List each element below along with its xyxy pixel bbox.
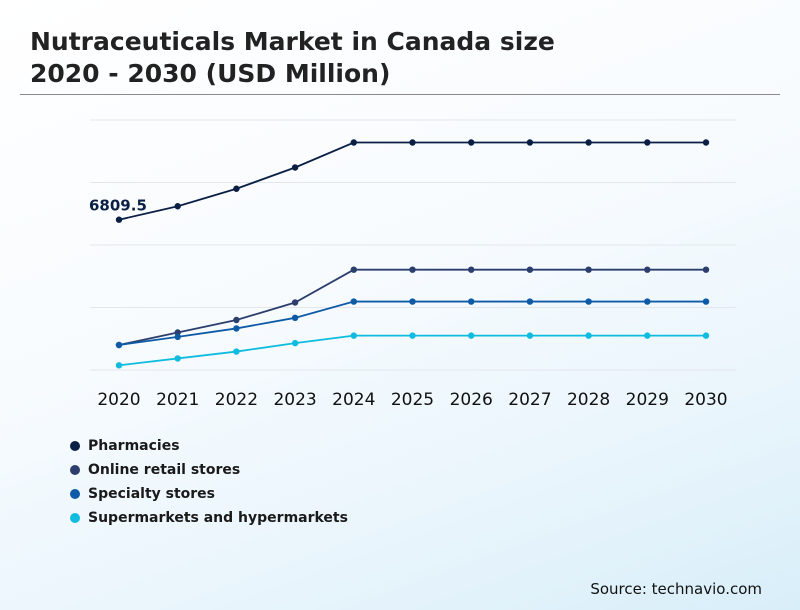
data-point-2-2025 [409, 298, 416, 305]
data-point-0-2029 [644, 139, 651, 146]
x-tick-label-2024: 2024 [332, 390, 375, 410]
chart-title: Nutraceuticals Market in Canada size 202… [30, 26, 555, 90]
x-tick-label-2027: 2027 [508, 390, 551, 410]
legend-label-3: Supermarkets and hypermarkets [88, 510, 348, 526]
data-point-3-2027 [526, 332, 534, 339]
legend-item-0: Pharmacies [70, 434, 348, 458]
legend-label-0: Pharmacies [88, 438, 180, 454]
source-credit: Source: technavio.com [590, 580, 762, 598]
data-point-0-2021 [174, 203, 181, 210]
legend-marker-3 [70, 513, 80, 523]
data-point-2-2022 [233, 325, 240, 332]
data-point-0-2023 [291, 164, 299, 171]
x-tick-label-2029: 2029 [626, 390, 669, 410]
data-point-1-2030 [702, 266, 710, 273]
title-divider [20, 94, 780, 95]
data-point-2-2023 [291, 314, 299, 322]
x-tick-label-2023: 2023 [273, 390, 316, 410]
x-tick-label-2025: 2025 [391, 390, 434, 410]
legend-label-1: Online retail stores [88, 462, 241, 478]
data-label-0: 6809.5 [89, 197, 147, 215]
data-point-1-2022 [233, 316, 240, 324]
data-point-2-2030 [702, 298, 710, 305]
legend-item-3: Supermarkets and hypermarkets [70, 506, 348, 530]
series-line-3 [118, 334, 706, 367]
legend-marker-0 [70, 441, 80, 451]
x-tick-label-2022: 2022 [215, 390, 258, 410]
data-point-3-2028 [585, 332, 592, 339]
data-point-0-2028 [585, 139, 592, 146]
legend-marker-2 [70, 489, 80, 499]
data-point-3-2023 [291, 339, 299, 347]
data-point-0-2024 [350, 139, 357, 146]
data-point-1-2027 [526, 266, 534, 273]
data-point-2-2020 [115, 341, 123, 349]
data-point-0-2025 [409, 139, 416, 146]
data-point-1-2025 [409, 266, 416, 273]
data-point-0-2020 [115, 216, 123, 223]
chart-title-line-2: 2020 - 2030 (USD Million) [30, 59, 391, 88]
legend-item-1: Online retail stores [70, 458, 348, 482]
chart-title-line-1: Nutraceuticals Market in Canada size [30, 27, 555, 56]
x-tick-label-2026: 2026 [450, 390, 493, 410]
x-tick-label-2030: 2030 [684, 390, 727, 410]
data-point-1-2023 [291, 299, 299, 306]
data-point-3-2026 [468, 332, 475, 339]
data-point-1-2026 [468, 266, 475, 273]
data-point-2-2026 [468, 298, 475, 305]
legend-marker-1 [70, 465, 80, 475]
data-point-1-2028 [585, 266, 592, 273]
data-point-3-2021 [174, 355, 181, 362]
legend-label-2: Specialty stores [88, 486, 216, 502]
data-point-2-2029 [644, 298, 651, 305]
data-point-2-2027 [526, 298, 534, 305]
data-point-3-2030 [702, 332, 710, 339]
data-point-1-2024 [350, 266, 357, 273]
data-point-3-2020 [115, 362, 123, 369]
data-point-0-2027 [526, 139, 534, 146]
data-point-3-2025 [409, 332, 416, 339]
data-point-2-2028 [585, 298, 592, 305]
data-point-2-2021 [174, 333, 181, 341]
data-point-3-2029 [644, 332, 651, 339]
chart-legend: Pharmacies Online retail stores Specialty … [70, 434, 348, 530]
data-point-0-2030 [702, 139, 710, 146]
data-point-0-2026 [468, 139, 475, 146]
data-point-3-2024 [350, 332, 357, 339]
data-point-1-2029 [644, 266, 651, 273]
data-point-3-2022 [233, 348, 240, 355]
x-tick-label-2028: 2028 [567, 390, 610, 410]
series-line-0 [118, 141, 706, 221]
x-tick-label-2021: 2021 [156, 390, 199, 410]
legend-item-2: Specialty stores [70, 482, 348, 506]
data-point-1-2021 [174, 329, 181, 336]
x-tick-label-2020: 2020 [97, 390, 140, 410]
data-point-2-2024 [350, 298, 357, 305]
data-point-0-2022 [233, 185, 240, 192]
